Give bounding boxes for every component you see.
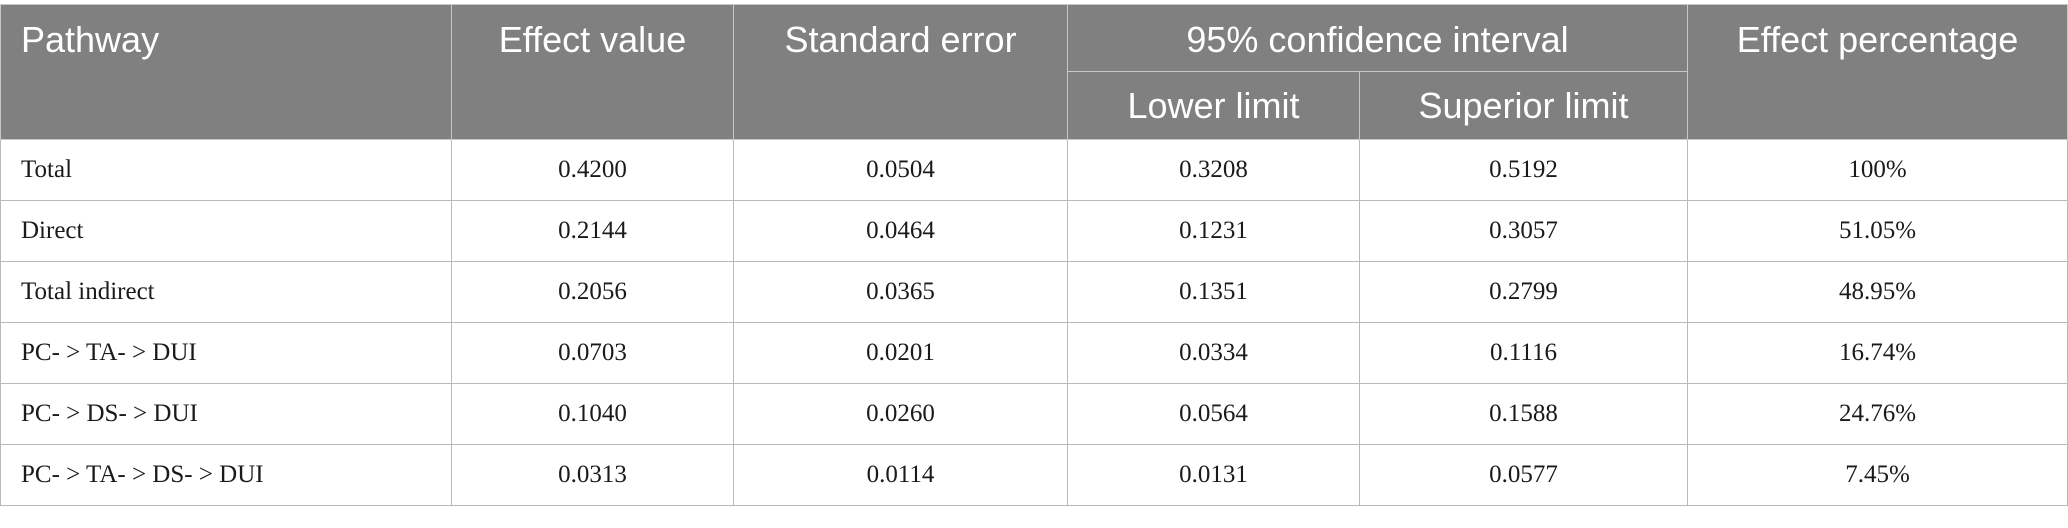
cell-superior-limit: 0.1588 — [1359, 383, 1688, 445]
cell-pathway: PC- > TA- > DUI — [0, 322, 452, 384]
cell-standard-error: 0.0114 — [733, 444, 1068, 506]
cell-superior-limit: 0.3057 — [1359, 200, 1688, 262]
cell-effect-percentage: 7.45% — [1687, 444, 2068, 506]
cell-pathway: Direct — [0, 200, 452, 262]
cell-effect-value: 0.2144 — [451, 200, 734, 262]
header-lower-limit: Lower limit — [1067, 71, 1360, 140]
cell-standard-error: 0.0464 — [733, 200, 1068, 262]
table-row: PC- > TA- > DUI 0.0703 0.0201 0.0334 0.1116 1… — [0, 322, 2068, 384]
cell-standard-error: 0.0260 — [733, 383, 1068, 445]
table-row: Total indirect 0.2056 0.0365 0.1351 0.2799 48… — [0, 261, 2068, 323]
cell-pathway: PC- > DS- > DUI — [0, 383, 452, 445]
cell-effect-value: 0.2056 — [451, 261, 734, 323]
header-effect-value: Effect value — [451, 4, 734, 140]
cell-effect-value: 0.4200 — [451, 139, 734, 201]
table-row: Total 0.4200 0.0504 0.3208 0.5192 100% — [0, 139, 2068, 201]
mediation-effect-table: Pathway Effect value Standard error 95% … — [0, 4, 2068, 506]
cell-lower-limit: 0.0131 — [1067, 444, 1360, 506]
cell-effect-percentage: 24.76% — [1687, 383, 2068, 445]
cell-lower-limit: 0.0334 — [1067, 322, 1360, 384]
table-row: Direct 0.2144 0.0464 0.1231 0.3057 51.05% — [0, 200, 2068, 262]
header-effect-percentage: Effect percentage — [1687, 4, 2068, 140]
cell-effect-percentage: 51.05% — [1687, 200, 2068, 262]
header-confidence-interval: 95% confidence interval — [1067, 4, 1688, 72]
table-row: PC- > DS- > DUI 0.1040 0.0260 0.0564 0.1588 2… — [0, 383, 2068, 445]
cell-effect-percentage: 16.74% — [1687, 322, 2068, 384]
table-header: Pathway Effect value Standard error 95% … — [0, 4, 2068, 140]
table-container: Pathway Effect value Standard error 95% … — [0, 4, 2068, 506]
cell-superior-limit: 0.5192 — [1359, 139, 1688, 201]
cell-effect-value: 0.1040 — [451, 383, 734, 445]
cell-standard-error: 0.0504 — [733, 139, 1068, 201]
header-pathway: Pathway — [0, 4, 452, 140]
cell-effect-value: 0.0313 — [451, 444, 734, 506]
cell-pathway: Total — [0, 139, 452, 201]
header-standard-error: Standard error — [733, 4, 1068, 140]
table-body: Total 0.4200 0.0504 0.3208 0.5192 100% Direct 0… — [0, 139, 2068, 506]
cell-pathway: PC- > TA- > DS- > DUI — [0, 444, 452, 506]
cell-effect-value: 0.0703 — [451, 322, 734, 384]
cell-lower-limit: 0.3208 — [1067, 139, 1360, 201]
header-row-sub: Lower limit Superior limit — [1, 71, 2068, 140]
cell-effect-percentage: 100% — [1687, 139, 2068, 201]
cell-superior-limit: 0.1116 — [1359, 322, 1688, 384]
header-row-top: Pathway Effect value Standard error 95% … — [0, 4, 2068, 140]
table-row: PC- > TA- > DS- > DUI 0.0313 0.0114 0.0131 0… — [0, 444, 2068, 506]
cell-lower-limit: 0.1231 — [1067, 200, 1360, 262]
cell-standard-error: 0.0201 — [733, 322, 1068, 384]
cell-lower-limit: 0.1351 — [1067, 261, 1360, 323]
cell-superior-limit: 0.0577 — [1359, 444, 1688, 506]
cell-superior-limit: 0.2799 — [1359, 261, 1688, 323]
cell-standard-error: 0.0365 — [733, 261, 1068, 323]
cell-pathway: Total indirect — [0, 261, 452, 323]
cell-lower-limit: 0.0564 — [1067, 383, 1360, 445]
header-superior-limit: Superior limit — [1359, 71, 1688, 140]
cell-effect-percentage: 48.95% — [1687, 261, 2068, 323]
